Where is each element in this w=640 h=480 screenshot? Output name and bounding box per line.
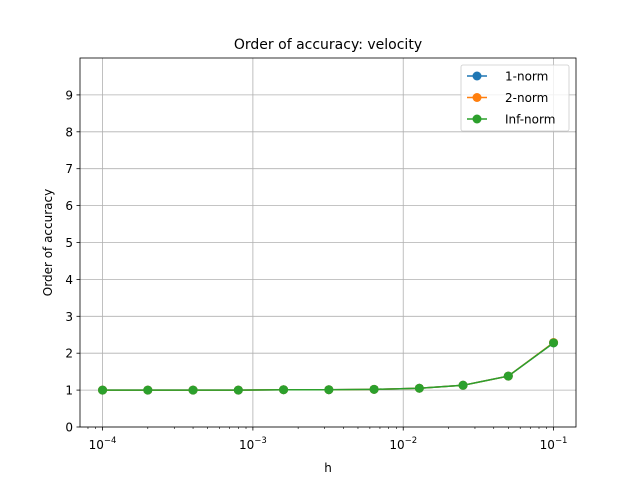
legend-label: 1-norm [505,70,548,84]
chart-title: Order of accuracy: velocity [234,37,422,53]
x-tick-label: 10−4 [89,436,117,452]
x-tick-label: 10−1 [540,436,568,452]
data-point [143,385,153,395]
y-tick-label: 2 [65,347,73,361]
legend: 1-norm 2-norm Inf-norm [460,64,570,132]
y-tick-label: 3 [65,310,73,324]
data-point [414,383,424,393]
y-tick-label: 6 [65,199,73,213]
data-point [279,385,289,395]
y-tick-label: 4 [65,273,73,287]
data-point [458,380,468,390]
x-tick-label: 10−3 [239,436,267,452]
data-point [98,385,108,395]
y-tick-label: 7 [65,162,73,176]
y-tick-label: 1 [65,384,73,398]
legend-box [460,64,570,132]
series-layer [98,337,559,395]
data-point [233,385,243,395]
data-point [369,384,379,394]
data-point [324,385,334,395]
legend-label: 2-norm [505,91,548,105]
legend-marker [472,71,482,81]
y-tick-label: 5 [65,236,73,250]
legend-item: 1-norm [467,70,548,84]
legend-item: Inf-norm [467,113,555,127]
legend-marker [472,114,482,124]
y-axis-label: Order of accuracy [41,189,55,296]
ticks: 0 1 2 3 4 5 6 7 8 9 10−4 10−3 10−2 10−1 [65,88,567,452]
data-point [188,385,198,395]
legend-label: Inf-norm [505,113,555,127]
y-tick-label: 9 [65,88,73,102]
legend-marker [472,93,482,102]
y-tick-label: 8 [65,125,73,139]
data-point [503,371,513,381]
series-3 [98,338,559,395]
legend-item: 2-norm [467,91,548,105]
data-point [549,338,559,348]
y-tick-label: 0 [65,421,73,435]
x-axis-label: h [324,461,332,475]
x-tick-label: 10−2 [389,436,417,452]
